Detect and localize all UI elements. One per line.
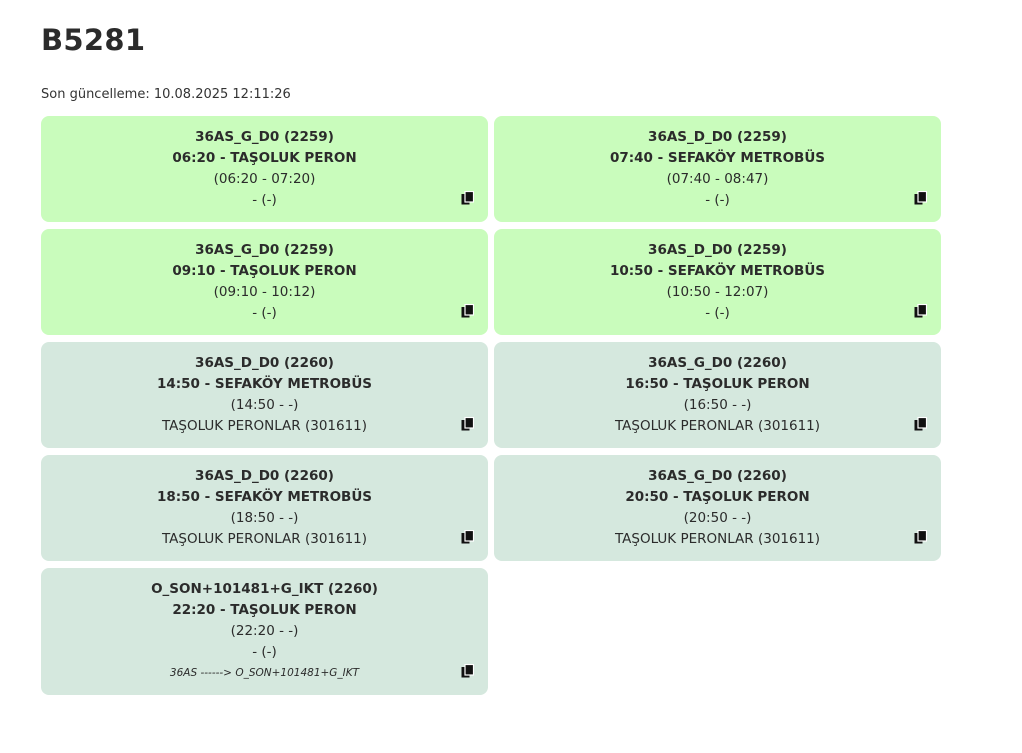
trip-route-code: 36AS_G_D0 (2260) bbox=[648, 355, 787, 371]
page: B5281 Son güncelleme: 10.08.2025 12:11:2… bbox=[41, 23, 941, 695]
trip-card-grid: 36AS_G_D0 (2259) 06:20 - TAŞOLUK PERON (… bbox=[41, 116, 941, 695]
trip-time-range: (07:40 - 08:47) bbox=[666, 171, 769, 187]
trip-departure: 22:20 - TAŞOLUK PERON bbox=[172, 602, 357, 618]
trip-route-code: 36AS_G_D0 (2259) bbox=[195, 242, 334, 258]
trip-route-code: 36AS_D_D0 (2260) bbox=[195, 468, 334, 484]
page-title: B5281 bbox=[41, 23, 146, 57]
trip-stop-info: - (-) bbox=[252, 192, 277, 208]
trip-card: 36AS_D_D0 (2259) 10:50 - SEFAKÖY METROBÜ… bbox=[494, 229, 941, 335]
trip-route-change-note: 36AS ------> O_SON+101481+G_IKT bbox=[169, 667, 360, 679]
trip-time-range: (09:10 - 10:12) bbox=[213, 284, 316, 300]
copy-icon[interactable] bbox=[461, 191, 474, 205]
trip-time-range: (06:20 - 07:20) bbox=[213, 171, 316, 187]
trip-time-range: (22:20 - -) bbox=[230, 623, 299, 639]
trip-route-code: 36AS_G_D0 (2260) bbox=[648, 468, 787, 484]
trip-time-range: (10:50 - 12:07) bbox=[666, 284, 769, 300]
trip-card: O_SON+101481+G_IKT (2260) 22:20 - TAŞOLU… bbox=[41, 568, 488, 695]
trip-stop-info: TAŞOLUK PERONLAR (301611) bbox=[161, 531, 368, 547]
trip-time-range: (18:50 - -) bbox=[230, 510, 299, 526]
trip-stop-info: TAŞOLUK PERONLAR (301611) bbox=[614, 531, 821, 547]
trip-stop-info: TAŞOLUK PERONLAR (301611) bbox=[614, 418, 821, 434]
trip-departure: 20:50 - TAŞOLUK PERON bbox=[625, 489, 810, 505]
copy-icon[interactable] bbox=[461, 530, 474, 544]
trip-card: 36AS_G_D0 (2260) 20:50 - TAŞOLUK PERON (… bbox=[494, 455, 941, 561]
trip-card: 36AS_D_D0 (2260) 18:50 - SEFAKÖY METROBÜ… bbox=[41, 455, 488, 561]
trip-stop-info: - (-) bbox=[705, 305, 730, 321]
trip-route-code: 36AS_D_D0 (2259) bbox=[648, 129, 787, 145]
trip-stop-info: - (-) bbox=[252, 305, 277, 321]
trip-route-code: 36AS_G_D0 (2259) bbox=[195, 129, 334, 145]
copy-icon[interactable] bbox=[461, 304, 474, 318]
trip-card: 36AS_G_D0 (2260) 16:50 - TAŞOLUK PERON (… bbox=[494, 342, 941, 448]
trip-time-range: (20:50 - -) bbox=[683, 510, 752, 526]
trip-stop-info: - (-) bbox=[705, 192, 730, 208]
copy-icon[interactable] bbox=[914, 304, 927, 318]
trip-route-code: O_SON+101481+G_IKT (2260) bbox=[151, 581, 378, 597]
trip-card: 36AS_D_D0 (2259) 07:40 - SEFAKÖY METROBÜ… bbox=[494, 116, 941, 222]
trip-time-range: (16:50 - -) bbox=[683, 397, 752, 413]
copy-icon[interactable] bbox=[914, 191, 927, 205]
trip-card: 36AS_D_D0 (2260) 14:50 - SEFAKÖY METROBÜ… bbox=[41, 342, 488, 448]
trip-departure: 14:50 - SEFAKÖY METROBÜS bbox=[156, 376, 373, 392]
trip-route-code: 36AS_D_D0 (2260) bbox=[195, 355, 334, 371]
trip-departure: 16:50 - TAŞOLUK PERON bbox=[625, 376, 810, 392]
trip-time-range: (14:50 - -) bbox=[230, 397, 299, 413]
trip-departure: 06:20 - TAŞOLUK PERON bbox=[172, 150, 357, 166]
trip-departure: 10:50 - SEFAKÖY METROBÜS bbox=[609, 263, 826, 279]
trip-card: 36AS_G_D0 (2259) 09:10 - TAŞOLUK PERON (… bbox=[41, 229, 488, 335]
trip-departure: 18:50 - SEFAKÖY METROBÜS bbox=[156, 489, 373, 505]
trip-departure: 07:40 - SEFAKÖY METROBÜS bbox=[609, 150, 826, 166]
last-updated-text: Son güncelleme: 10.08.2025 12:11:26 bbox=[41, 87, 291, 102]
copy-icon[interactable] bbox=[914, 530, 927, 544]
copy-icon[interactable] bbox=[461, 664, 474, 678]
trip-route-code: 36AS_D_D0 (2259) bbox=[648, 242, 787, 258]
trip-departure: 09:10 - TAŞOLUK PERON bbox=[172, 263, 357, 279]
trip-card: 36AS_G_D0 (2259) 06:20 - TAŞOLUK PERON (… bbox=[41, 116, 488, 222]
copy-icon[interactable] bbox=[914, 417, 927, 431]
trip-stop-info: TAŞOLUK PERONLAR (301611) bbox=[161, 418, 368, 434]
copy-icon[interactable] bbox=[461, 417, 474, 431]
trip-stop-info: - (-) bbox=[252, 644, 277, 660]
